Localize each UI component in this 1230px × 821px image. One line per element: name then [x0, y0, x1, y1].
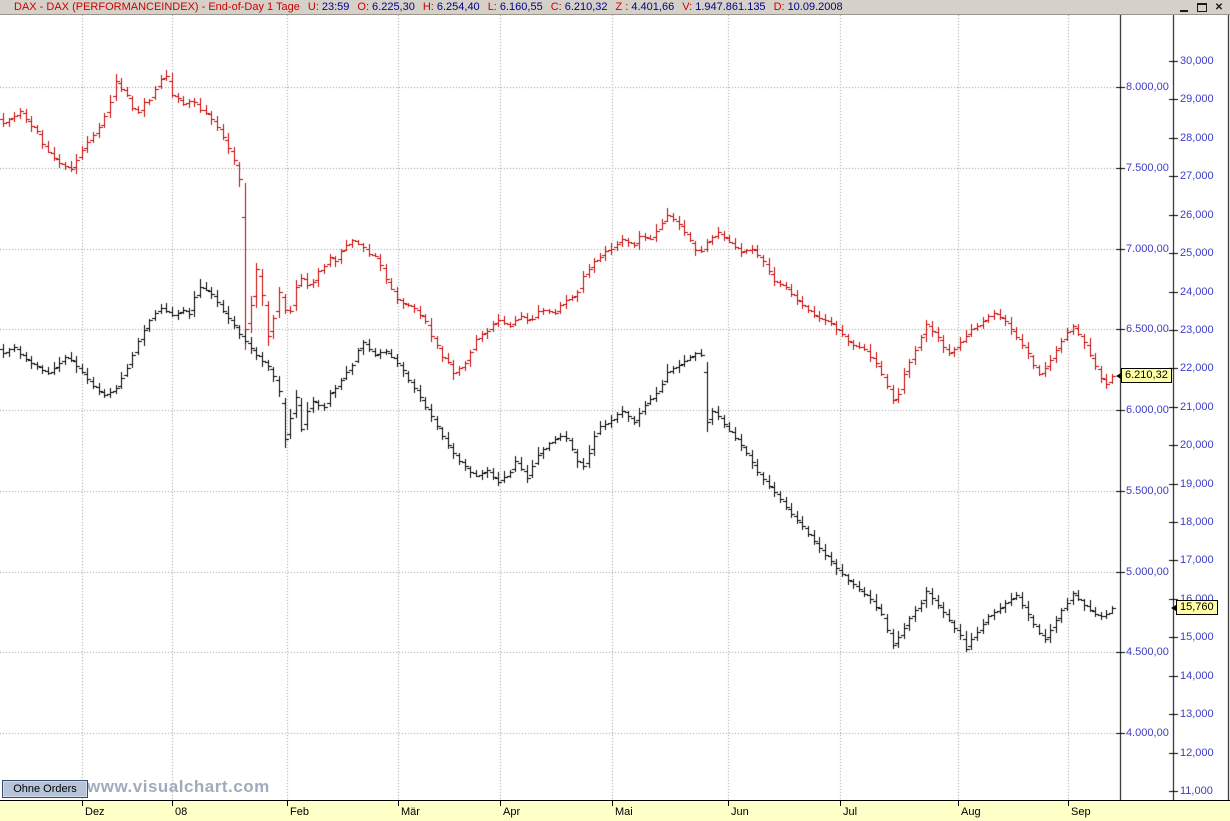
quote-field-value: 6.225,30: [372, 1, 415, 13]
quote-field-label: D:: [773, 1, 785, 13]
month-label: Dez: [85, 806, 105, 818]
month-label: Aug: [961, 806, 981, 818]
axis2-tick-label: 11,000: [1180, 785, 1213, 797]
axis1-tick-label: 7.000,00: [1126, 243, 1169, 255]
minimize-icon[interactable]: [1178, 1, 1192, 13]
axis1-tick-label: 8.000,00: [1126, 81, 1169, 93]
quote-field-value: 6.160,55: [499, 1, 543, 13]
quote-field-value: 10.09.2008: [787, 1, 843, 13]
axis2-tick-label: 24,000: [1180, 286, 1214, 298]
quote-field-label: L:: [487, 1, 497, 13]
month-label: Jun: [731, 806, 749, 818]
window-titlebar: DAX - DAX (PERFORMANCEINDEX) - End-of-Da…: [0, 0, 1230, 15]
month-label: Mär: [401, 806, 420, 818]
axis1-tick-label: 5.500,00: [1126, 485, 1169, 497]
axis2-tick-label: 30,000: [1180, 55, 1214, 67]
quote-field-label: V:: [682, 1, 693, 13]
quote-field-label: C:: [550, 1, 562, 13]
time-axis-tick: [1068, 801, 1069, 806]
month-label: Sep: [1071, 806, 1091, 818]
quote-field-label: H:: [422, 1, 434, 13]
axis2-tick-label: 22,000: [1180, 362, 1214, 374]
axis1-tick-label: 4.000,00: [1126, 727, 1169, 739]
axis1-tick-label: 7.500,00: [1126, 162, 1169, 174]
quote-field-value: 6.210,32: [564, 1, 608, 13]
axis1-tick-label: 4.500,00: [1126, 646, 1169, 658]
quote-field-label: U:: [307, 1, 319, 13]
axis2-tick-label: 27,000: [1180, 170, 1214, 182]
axis2-tick-label: 17,000: [1180, 554, 1214, 566]
month-label: Mai: [615, 806, 633, 818]
axis2-tick-label: 13,000: [1180, 708, 1214, 720]
month-label: 08: [175, 806, 188, 818]
time-axis-tick: [840, 801, 841, 806]
quote-field-value: 23:59: [321, 1, 350, 13]
month-label: Feb: [290, 806, 309, 818]
close-icon[interactable]: [1212, 1, 1226, 15]
chart-area: 8.000,00 7.500,00 7.000,00 6.500,00 6.000,00…: [0, 15, 1230, 800]
axis2-tick-label: 26,000: [1180, 209, 1214, 221]
quote-field-value: 6.254,40: [436, 1, 480, 13]
axis2-tick-label: 28,000: [1180, 132, 1214, 144]
quote-field-label: O:: [357, 1, 370, 13]
axis2-tick-label: 15,000: [1180, 631, 1214, 643]
maximize-icon[interactable]: [1195, 1, 1209, 13]
axis2-tick-label: 12,000: [1180, 747, 1214, 759]
axis1-tick-label: 5.000,00: [1126, 566, 1169, 578]
month-label: Apr: [503, 806, 521, 818]
time-axis-tick: [398, 801, 399, 806]
axis1-tick-label: 6.500,00: [1126, 323, 1169, 335]
last-price-tag-axis1: 6.210,32: [1116, 368, 1172, 383]
quote-field-label: Z :: [615, 1, 629, 13]
time-axis-tick: [728, 801, 729, 806]
axis2-tick-label: 18,000: [1180, 516, 1214, 528]
axis2-tick-label: 14,000: [1180, 670, 1214, 682]
axis1-tick-label: 6.000,00: [1126, 404, 1169, 416]
last-price-tag-axis2: 15,760: [1171, 600, 1218, 615]
time-axis-tick: [172, 801, 173, 806]
axis2-tick-label: 29,000: [1180, 93, 1214, 105]
time-axis[interactable]: Dez 08 Feb Mär Apr Mai Jun Jul Aug Sep: [0, 800, 1230, 821]
time-axis-tick: [958, 801, 959, 806]
quote-fields: U: 23:59 O: 6.225,30 H: 6.254,40 L: 6.160,55 C: 6…: [300, 0, 843, 14]
window-controls: [1178, 1, 1230, 15]
axis2-tick-label: 23,000: [1180, 324, 1214, 336]
axis2-tick-label: 21,000: [1180, 401, 1214, 413]
time-axis-tick: [500, 801, 501, 806]
month-label: Jul: [843, 806, 858, 818]
quote-field-value: 1.947.861.135: [695, 1, 766, 13]
price-chart-canvas[interactable]: [0, 15, 1230, 800]
visualchart-watermark: www.visualchart.com: [87, 777, 270, 796]
time-axis-tick: [82, 801, 83, 806]
axis2-tick-label: 19,000: [1180, 478, 1214, 490]
axis2-tick-label: 20,000: [1180, 439, 1214, 451]
axis2-tick-label: 25,000: [1180, 247, 1214, 259]
quote-field-value: 4.401,66: [631, 1, 675, 13]
window-title: DAX - DAX (PERFORMANCEINDEX) - End-of-Da…: [14, 1, 300, 13]
time-axis-tick: [612, 801, 613, 806]
time-axis-tick: [287, 801, 288, 806]
ohne-orders-button[interactable]: Ohne Orders: [2, 780, 88, 798]
